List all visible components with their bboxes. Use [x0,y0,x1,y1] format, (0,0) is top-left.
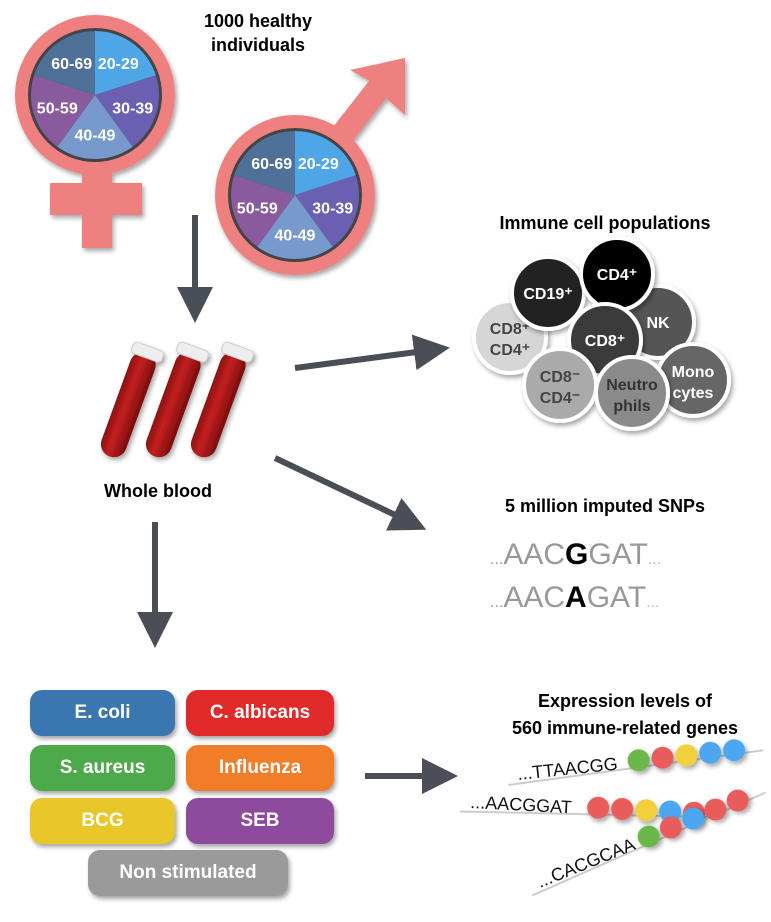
stimulus-c-albicans: C. albicans [186,690,334,736]
pie-slice-40-49 [57,95,133,159]
age-label: 20-29 [298,156,339,173]
snp-sequences: ...AACGGAT... ...AACAGAT... [490,538,661,614]
expression-bead [651,746,674,769]
gene-sequence: ...AACGGAT [470,792,573,817]
pie-slice-30-39 [95,75,159,147]
age-label: 40-49 [75,128,116,145]
cell-label: CD8⁺ [490,321,530,338]
age-label: 50-59 [237,200,278,217]
snp-title: 5 million imputed SNPs [505,496,705,516]
arrow-blood-to-snps [273,455,427,531]
immune-cell: CD8⁻ CD4⁻ [522,347,598,423]
immune-cell: CD4⁺ [579,236,655,312]
stimulus-bcg: BCG [30,798,175,844]
female-age-pie: 20-29 30-39 40-49 50-59 60-69 [28,28,162,162]
cell-label: Neutro [606,377,658,394]
age-label: 20-29 [98,56,139,73]
age-label: 30-39 [112,100,153,117]
stimulus-influenza: Influenza [186,745,334,791]
stimulus-s-aureus: S. aureus [30,745,175,791]
expression-bead [726,789,749,812]
expression-bead [704,798,727,821]
expression-bead [637,825,660,848]
expression-title-line1: Expression levels of [538,691,713,711]
cohort-title-line1: 1000 healthy [204,11,312,31]
cell-label: CD8⁻ [540,369,580,386]
cell-label-2: phils [613,398,650,415]
cohort-title-line2: individuals [211,35,305,55]
cell-label: CD19⁺ [523,286,572,303]
immune-cell: CD19⁺ [510,255,586,331]
stimulus-non-stimulated: Non stimulated [88,850,288,896]
immune-cell: Mono cytes [655,342,731,418]
age-label: 60-69 [51,56,92,73]
pie-slice-30-39 [295,175,359,247]
gene-sequence: ...TTAACGG [516,754,618,784]
pie-slice-50-59 [30,75,95,147]
expression-bead [635,799,658,822]
expression-bead [627,749,650,772]
expression-row: ...TTAACGG [508,739,764,787]
expression-beads: ...TTAACGG ...AACGGAT ...CACGCAA [459,739,767,897]
pie-slice-60-69 [234,131,295,195]
expression-bead [587,796,610,819]
age-label: 50-59 [37,100,78,117]
expression-bead [675,744,698,767]
expression-bead [659,816,682,839]
immune-cell-cluster: CD8⁺ CD4⁺ CD19⁺ NK CD4⁺ CD8⁺ Mono cytes CD8⁻ CD4⁻… [472,236,731,431]
snp-sequence-2: ...AACAGAT... [490,581,660,614]
flow-arrows [137,215,458,794]
gene-sequence: ...CACGCAA [534,834,638,892]
male-age-pie: 20-29 30-39 40-49 50-59 60-69 [228,128,362,262]
age-label: 60-69 [251,156,292,173]
pie-slice-20-29 [295,131,356,195]
stimulus-e-coli: E. coli [30,690,175,736]
cell-label-2: CD4⁺ [490,342,530,359]
pie-slice-50-59 [231,175,295,247]
cell-label: Mono [672,364,715,381]
expression-bead [699,741,722,764]
age-label: 40-49 [275,228,316,245]
pie-slice-40-49 [257,195,333,259]
expression-bead [611,797,634,820]
immune-cell: Neutro phils [594,355,670,431]
expression-title-line2: 560 immune-related genes [512,718,738,738]
cell-label-2: cytes [673,385,714,402]
immune-title: Immune cell populations [499,213,710,233]
cell-label: NK [646,315,670,332]
expression-bead [723,739,746,762]
expression-bead [682,807,705,830]
snp-sequence-1: ...AACGGAT... [490,538,661,571]
stimulus-seb: SEB [186,798,334,844]
blood-tubes-icon [100,341,254,458]
whole-blood-label: Whole blood [104,481,212,501]
cell-label: CD8⁺ [585,333,625,350]
age-label: 30-39 [312,200,353,217]
pie-slice-20-29 [95,31,156,95]
arrow-blood-to-cells [294,334,450,371]
pie-slice-60-69 [34,31,95,95]
cell-label: CD4⁺ [597,267,637,284]
expression-bead [659,800,682,823]
cell-label-2: CD4⁻ [540,390,580,407]
